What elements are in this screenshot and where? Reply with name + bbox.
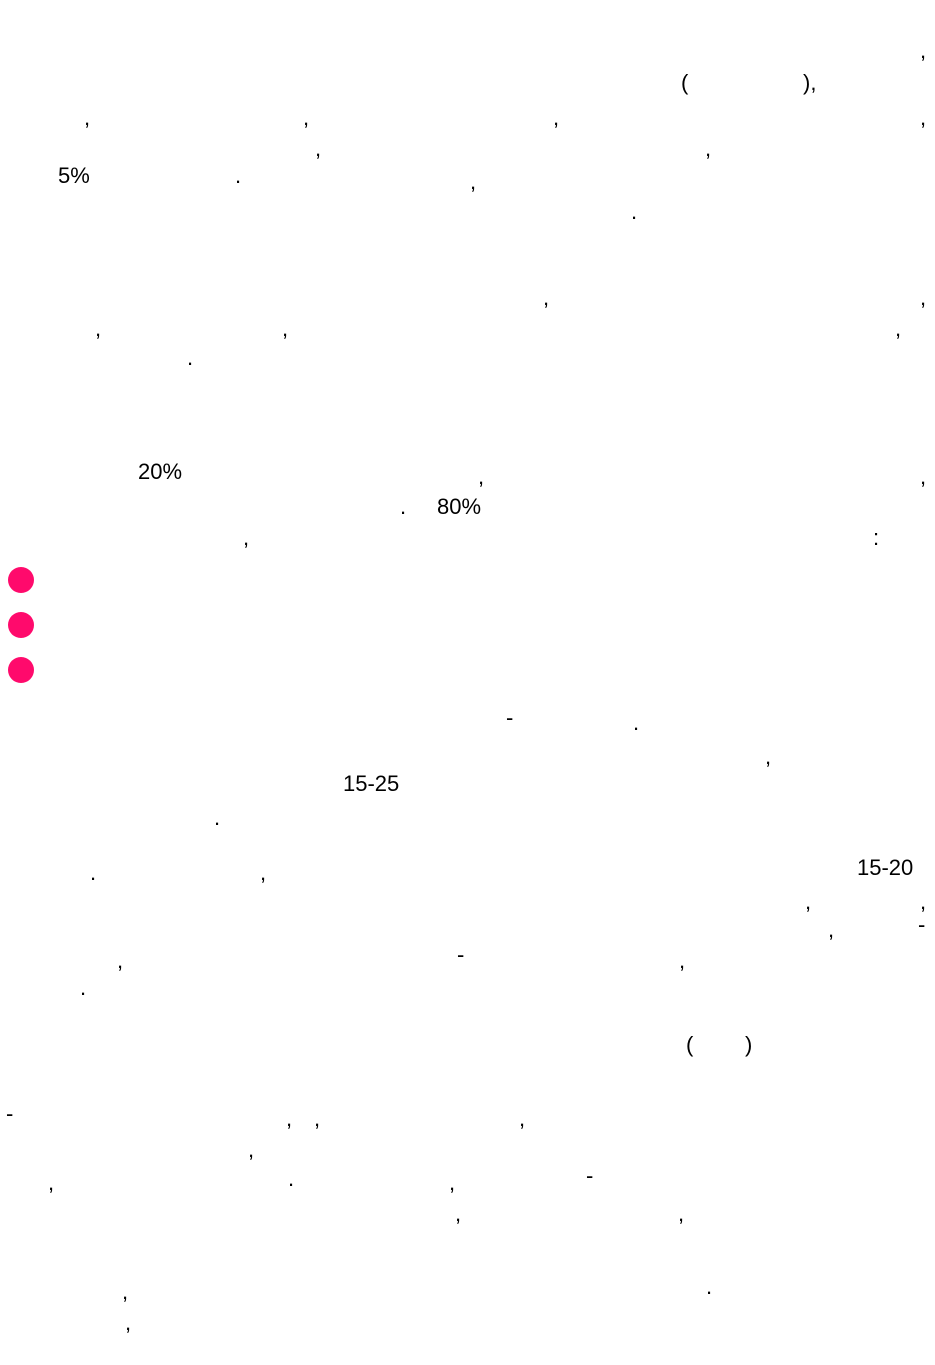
text-fragment: , bbox=[315, 136, 322, 161]
text-fragment: , bbox=[920, 464, 927, 489]
text-fragment: , bbox=[282, 316, 289, 341]
text-fragment: . bbox=[187, 345, 194, 370]
text-fragment: - bbox=[6, 1101, 14, 1126]
bullet-marker bbox=[8, 612, 34, 638]
text-fragment: - bbox=[586, 1163, 594, 1188]
text-fragment: , bbox=[920, 285, 927, 310]
text-fragment: , bbox=[920, 38, 927, 63]
text-fragment: ( bbox=[686, 1032, 694, 1057]
text-fragment: , bbox=[895, 316, 902, 341]
text-fragment: 20% bbox=[138, 459, 183, 484]
text-fragment: , bbox=[478, 464, 485, 489]
text-fragment: , bbox=[260, 860, 267, 885]
text-fragment: , bbox=[303, 105, 310, 130]
text-fragment: - bbox=[457, 942, 465, 967]
text-fragment: - bbox=[918, 912, 926, 937]
text-fragment: , bbox=[84, 105, 91, 130]
text-fragment: . bbox=[80, 975, 87, 1000]
text-fragment: , bbox=[449, 1170, 456, 1195]
text-fragment: . bbox=[400, 494, 407, 519]
text-fragment: , bbox=[920, 889, 927, 914]
text-fragment: , bbox=[765, 744, 772, 769]
text-fragment: , bbox=[805, 889, 812, 914]
text-fragment: . bbox=[235, 163, 242, 188]
text-fragment: - bbox=[506, 705, 514, 730]
text-fragment: . bbox=[633, 710, 640, 735]
text-fragment: , bbox=[470, 169, 477, 194]
text-fragment: , bbox=[920, 105, 927, 130]
text-fragment: , bbox=[705, 136, 712, 161]
bullet-marker bbox=[8, 567, 34, 593]
text-fragment: , bbox=[122, 1279, 129, 1304]
text-fragment: 15-20 bbox=[857, 855, 914, 880]
text-fragment: , bbox=[125, 1310, 132, 1335]
text-fragment: . bbox=[706, 1274, 713, 1299]
text-fragment: , bbox=[117, 948, 124, 973]
text-fragment: , bbox=[248, 1137, 255, 1162]
bullet-marker bbox=[8, 657, 34, 683]
text-fragment: 5% bbox=[58, 163, 90, 188]
text-fragment: , bbox=[543, 285, 550, 310]
text-fragment: , bbox=[455, 1201, 462, 1226]
text-fragment: . bbox=[214, 805, 221, 830]
text-fragment: , bbox=[314, 1106, 321, 1131]
text-fragment: , bbox=[243, 525, 250, 550]
text-fragment: , bbox=[519, 1106, 526, 1131]
text-fragment: 80% bbox=[437, 494, 482, 519]
text-fragment: ( bbox=[681, 70, 689, 95]
text-fragment: , bbox=[678, 1201, 685, 1226]
text-fragment: , bbox=[48, 1170, 55, 1195]
text-fragment: ), bbox=[803, 70, 817, 95]
text-fragment: : bbox=[873, 525, 880, 550]
text-fragment: . bbox=[288, 1166, 295, 1191]
text-fragment: . bbox=[631, 199, 638, 224]
text-fragment: , bbox=[286, 1106, 293, 1131]
text-fragment: , bbox=[828, 917, 835, 942]
text-fragment: 15-25 bbox=[343, 771, 400, 796]
text-fragment: ) bbox=[745, 1032, 753, 1057]
text-fragment: . bbox=[90, 860, 97, 885]
text-fragment: , bbox=[553, 105, 560, 130]
text-fragment: , bbox=[95, 316, 102, 341]
text-fragment: , bbox=[679, 948, 686, 973]
